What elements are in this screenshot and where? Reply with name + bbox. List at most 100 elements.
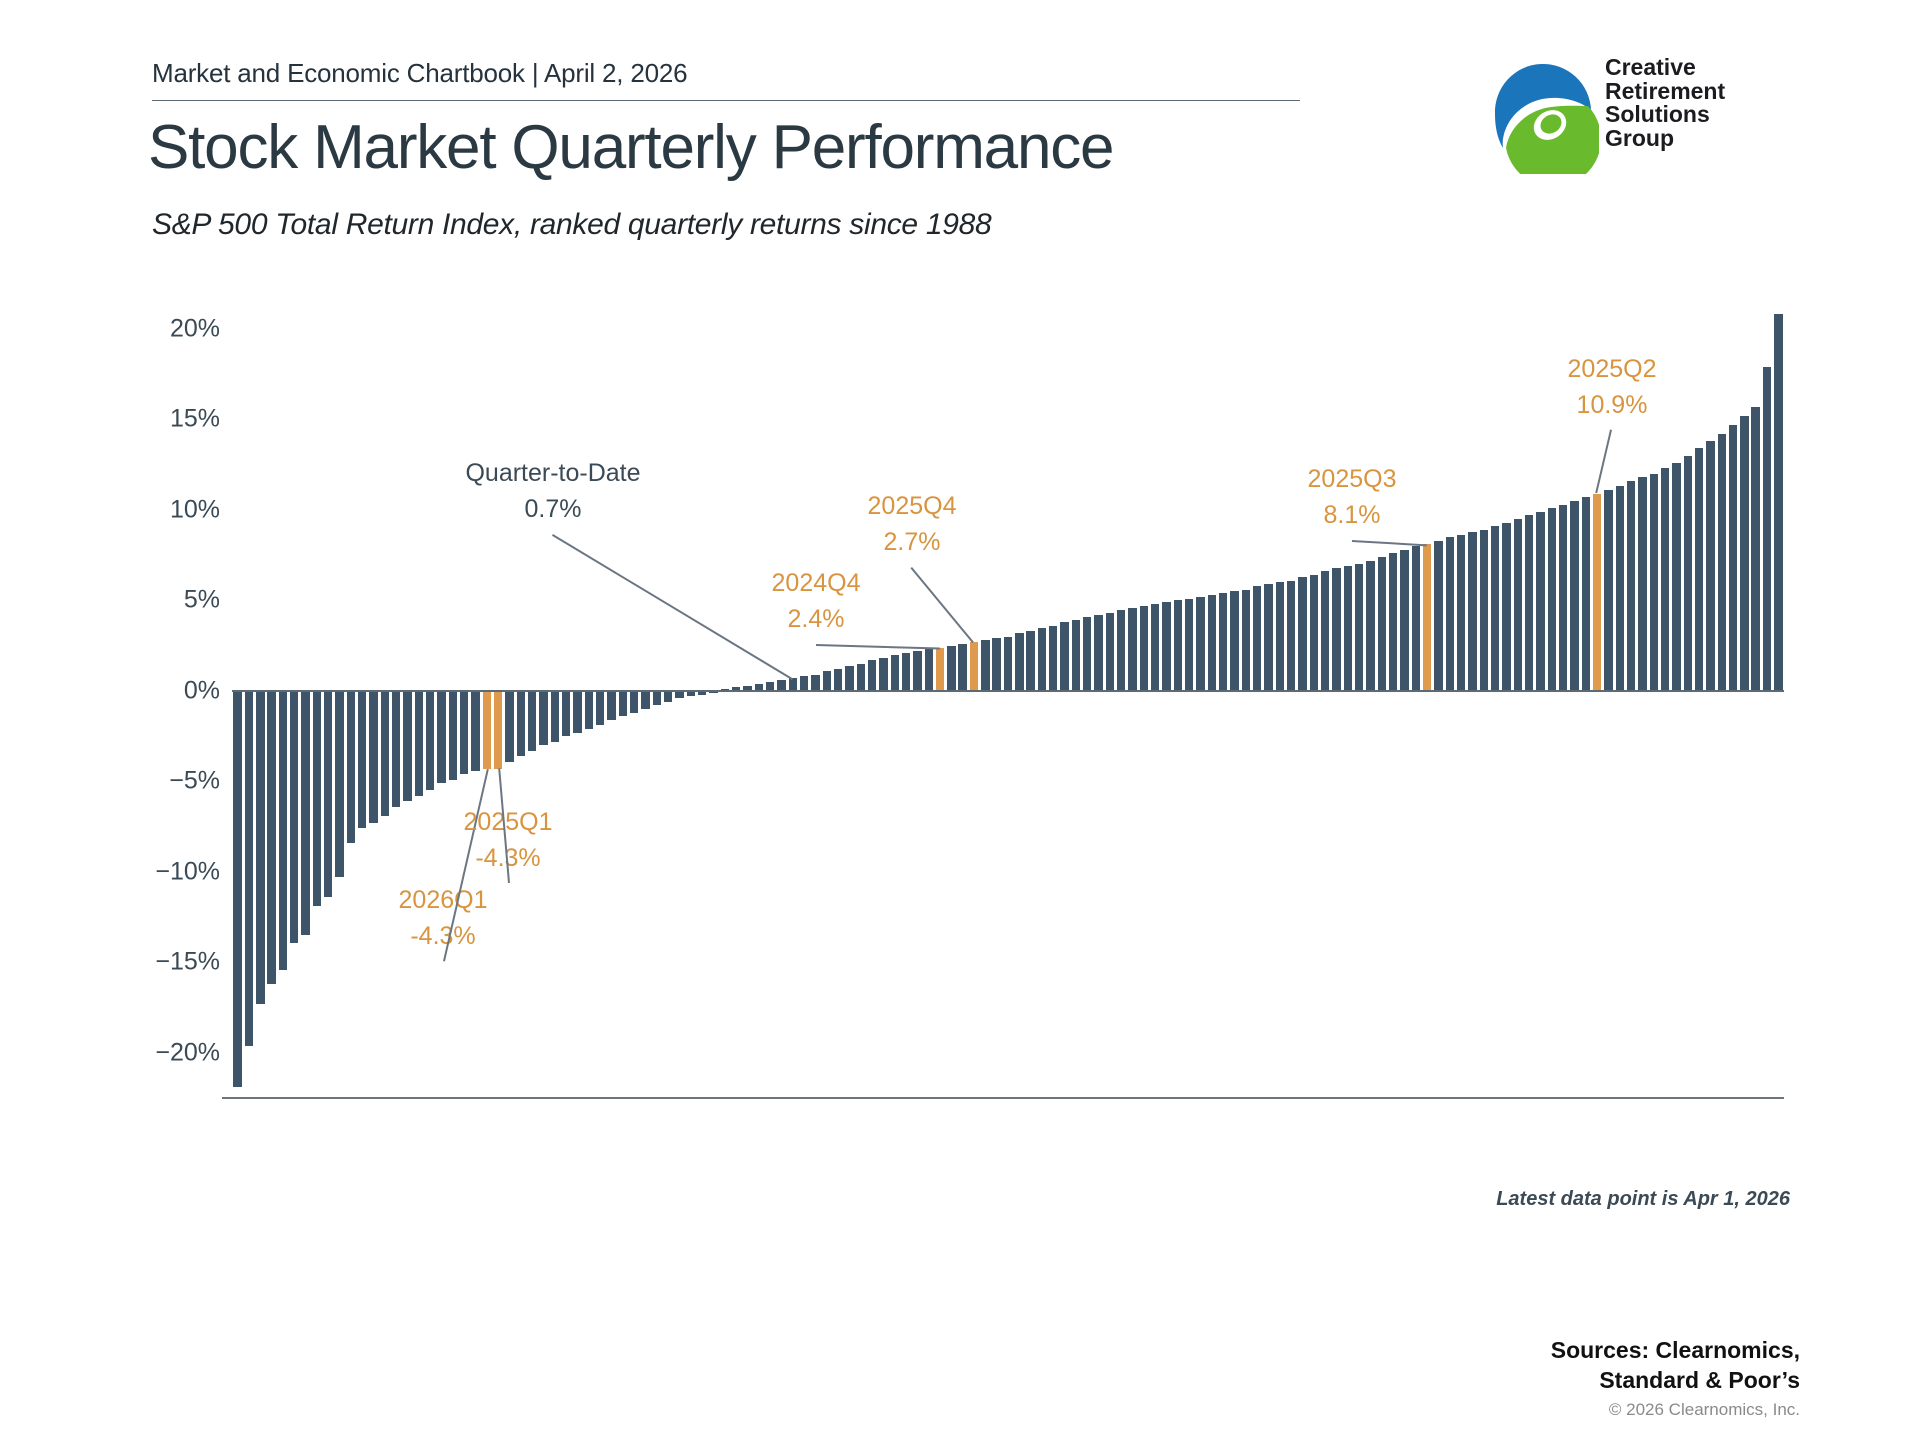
annotation-2026q1: 2026Q1 -4.3%	[283, 883, 603, 954]
bar	[1728, 424, 1738, 691]
y-tick-5: −5%	[169, 766, 220, 795]
y-tick-0: 0%	[183, 676, 220, 705]
bar	[675, 690, 684, 699]
y-tick-10: 10%	[169, 495, 220, 524]
annotation-2026q1-label: 2026Q1	[398, 886, 488, 914]
bar	[1253, 585, 1262, 691]
sources-line-2: Standard & Poor’s	[1599, 1367, 1800, 1394]
bar	[460, 690, 469, 775]
bar	[1377, 557, 1387, 691]
chartbook-kicker: Market and Economic Chartbook | April 2,…	[152, 58, 688, 88]
bar	[1683, 455, 1692, 691]
bar	[629, 690, 639, 713]
bar	[618, 690, 627, 717]
bar	[324, 690, 333, 898]
bar	[1083, 616, 1092, 691]
logo-line-creative: Creative	[1605, 54, 1696, 80]
bar	[731, 687, 741, 691]
bar	[1105, 613, 1115, 691]
bar	[765, 681, 775, 691]
bar	[1626, 480, 1636, 691]
bar	[1173, 600, 1183, 691]
bar	[1479, 529, 1488, 691]
bar	[890, 654, 899, 691]
bar-2025q3	[1422, 544, 1432, 691]
brand-wordmark: Creative Retirement Solutions Group	[1605, 54, 1725, 152]
bar	[1694, 448, 1704, 691]
annotation-qtd: Quarter-to-Date 0.7%	[393, 456, 713, 527]
bar	[697, 690, 707, 695]
latest-data-point-note: Latest data point is Apr 1, 2026	[1496, 1188, 1790, 1210]
bar	[1672, 462, 1681, 691]
bar-2024q4	[935, 647, 945, 691]
annotation-2025q1-label: 2025Q1	[463, 808, 553, 836]
bar	[1071, 620, 1081, 691]
bar	[1230, 591, 1239, 691]
bar	[1343, 566, 1353, 691]
bar	[1275, 582, 1285, 691]
y-tick-15: −15%	[155, 947, 220, 976]
bar	[1581, 497, 1590, 691]
bar	[1117, 609, 1126, 691]
bar	[1332, 567, 1341, 691]
annotation-2026q1-value: -4.3%	[410, 921, 476, 950]
creative-retirement-solutions-group-logo-icon	[1494, 63, 1599, 174]
bar	[437, 690, 446, 784]
annotation-qtd-label: Quarter-to-Date	[465, 459, 641, 487]
bar	[312, 690, 322, 907]
logo-line-solutions: Solutions	[1605, 101, 1710, 128]
bar	[867, 660, 877, 691]
bar	[913, 651, 922, 691]
bar	[392, 690, 401, 807]
bar	[346, 690, 356, 843]
logo-line-group: Group	[1605, 125, 1674, 152]
y-axis-tick-labels: 20% 15% 10% 5% 0% −5% −10% −15% −20%	[110, 300, 220, 1100]
bar-series	[232, 300, 1784, 1100]
bar	[1762, 366, 1772, 691]
bar	[879, 658, 888, 691]
bar	[539, 690, 548, 746]
bar	[1354, 564, 1364, 691]
bar	[1570, 500, 1579, 691]
bar	[1037, 627, 1047, 691]
bar	[290, 690, 299, 943]
bar	[369, 690, 378, 824]
bar	[1219, 593, 1228, 691]
bar	[1547, 508, 1556, 691]
bar	[1456, 535, 1466, 691]
bar	[743, 685, 752, 691]
bar	[1151, 604, 1160, 691]
bar	[652, 690, 661, 706]
bar	[1298, 576, 1307, 691]
annotation-2024q4-value: 2.4%	[787, 604, 845, 633]
bar	[663, 690, 673, 702]
bar	[1751, 406, 1760, 691]
bar	[1264, 584, 1273, 691]
annotation-2025q4: 2025Q4 2.7%	[752, 489, 1072, 560]
bar	[799, 676, 809, 691]
bar	[256, 690, 265, 1005]
bar	[1128, 607, 1137, 691]
bar	[516, 690, 526, 757]
bar	[1003, 636, 1013, 691]
bar	[1445, 537, 1454, 691]
annotation-2025q3-value: 8.1%	[1323, 500, 1381, 529]
bar	[595, 690, 605, 726]
bar	[267, 690, 276, 985]
bar	[777, 680, 786, 691]
bar	[233, 690, 242, 1088]
bar	[856, 663, 865, 691]
y-tick-20: 20%	[169, 314, 220, 343]
bar	[278, 690, 288, 970]
bar	[448, 690, 458, 780]
chart-bottom-divider	[222, 1097, 1784, 1099]
bar	[1411, 546, 1420, 691]
sources-note: Sources: Clearnomics, Standard & Poor’s	[0, 1335, 1800, 1396]
bar	[1502, 522, 1511, 691]
bar	[1638, 477, 1647, 691]
bar	[1604, 490, 1613, 691]
bar	[1139, 605, 1149, 691]
bar	[1740, 415, 1749, 691]
plot-area	[232, 300, 1784, 1100]
bar	[1207, 595, 1217, 691]
